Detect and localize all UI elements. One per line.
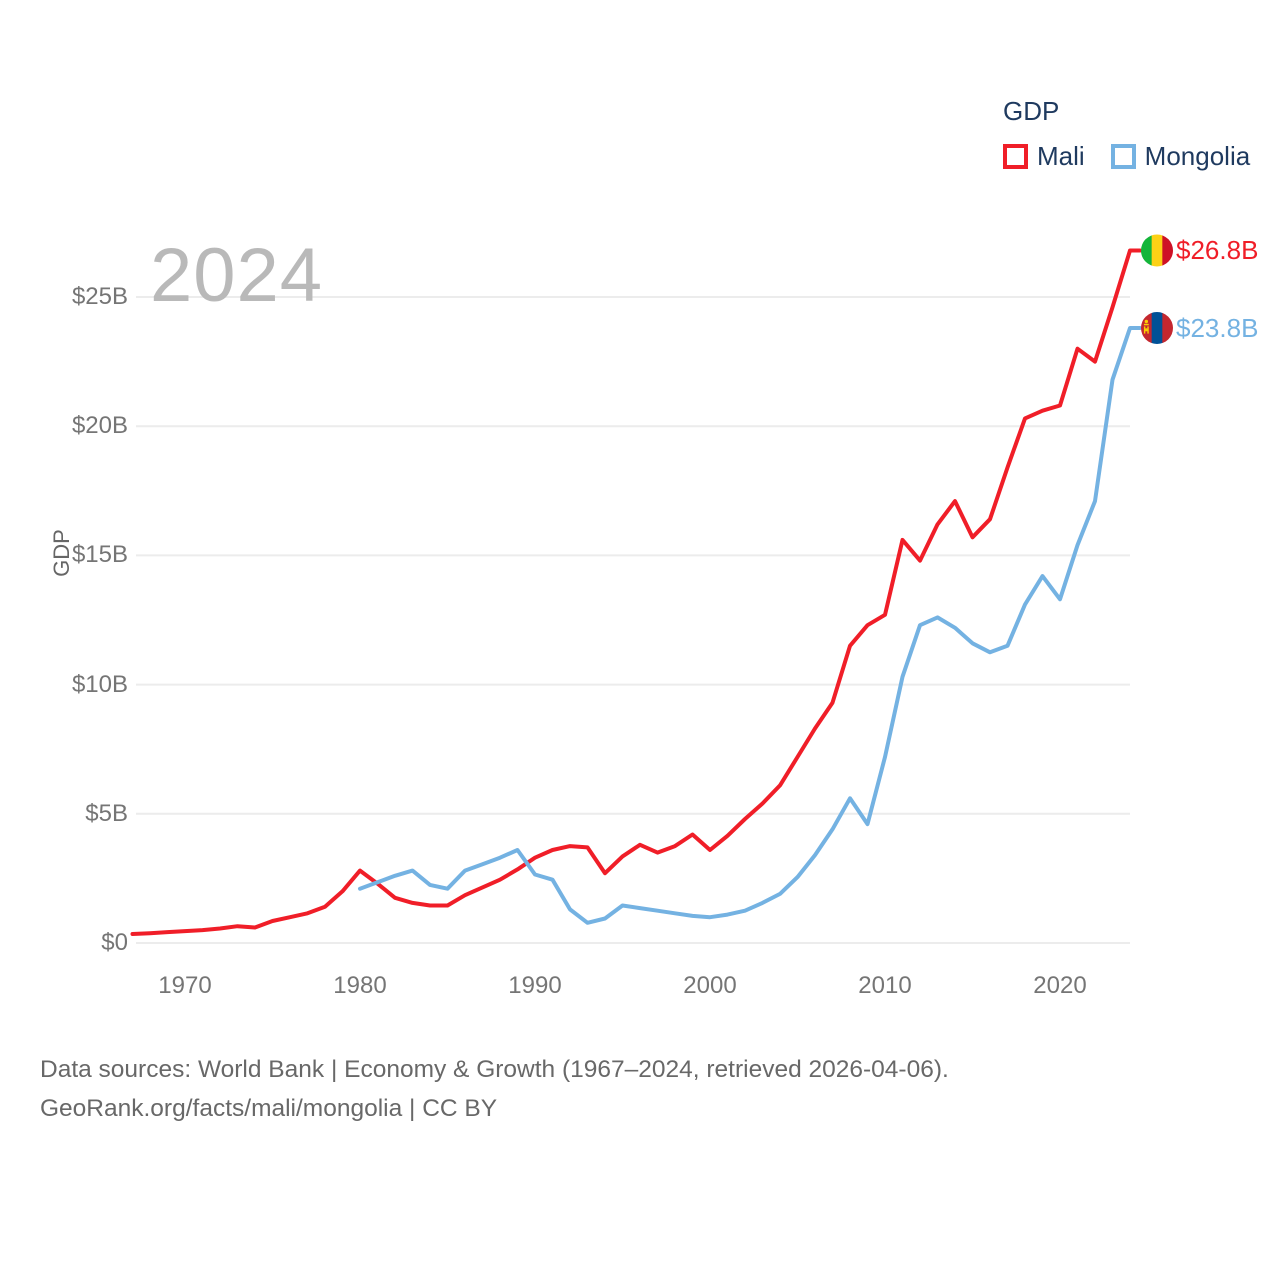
y-tick-label: $10B <box>71 670 128 698</box>
y-tick-label: $0 <box>101 929 128 956</box>
y-tick-label: $25B <box>71 283 128 310</box>
mongolia-flag-icon <box>1141 312 1173 345</box>
y-tick-label: $20B <box>71 412 128 440</box>
mali-line[interactable] <box>130 248 1142 936</box>
y-tick-label: $5B <box>85 799 128 827</box>
data-source-footer: Data sources: World Bank | Economy & Gro… <box>40 1050 949 1128</box>
legend-label-mali: Mali <box>1037 141 1085 171</box>
y-tick-label: $15B <box>71 541 128 569</box>
legend-label-mongolia: Mongolia <box>1144 141 1251 171</box>
footer-sources-line: Data sources: World Bank | Economy & Gro… <box>40 1056 949 1083</box>
mali-end-value-label: $26.8B <box>1176 235 1259 266</box>
legend-item-mongolia[interactable]: Mongolia <box>1110 141 1251 172</box>
mongolia-end-value-label: $23.8B <box>1176 313 1259 343</box>
legend-item-mali[interactable]: Mali <box>1003 141 1085 172</box>
mongolia-color-swatch-icon <box>1110 144 1136 169</box>
mali-flag-icon <box>1141 234 1173 267</box>
x-tick-label: 2020 <box>1033 972 1087 999</box>
x-tick-label: 1980 <box>333 972 387 999</box>
footer-attribution-line: GeoRank.org/facts/mali/mongolia | CC BY <box>40 1095 498 1122</box>
x-tick-label: 2010 <box>858 972 912 999</box>
x-tick-label: 1990 <box>508 972 562 999</box>
x-tick-label: 2000 <box>683 972 737 999</box>
mali-color-swatch-icon <box>1003 144 1028 169</box>
x-tick-label: 1970 <box>158 972 212 999</box>
chart-legend: GDP Mali Mongolia <box>1003 96 1253 172</box>
legend-title: GDP <box>1003 96 1060 126</box>
mongolia-line[interactable] <box>358 326 1142 925</box>
year-watermark: 2024 <box>150 233 324 318</box>
